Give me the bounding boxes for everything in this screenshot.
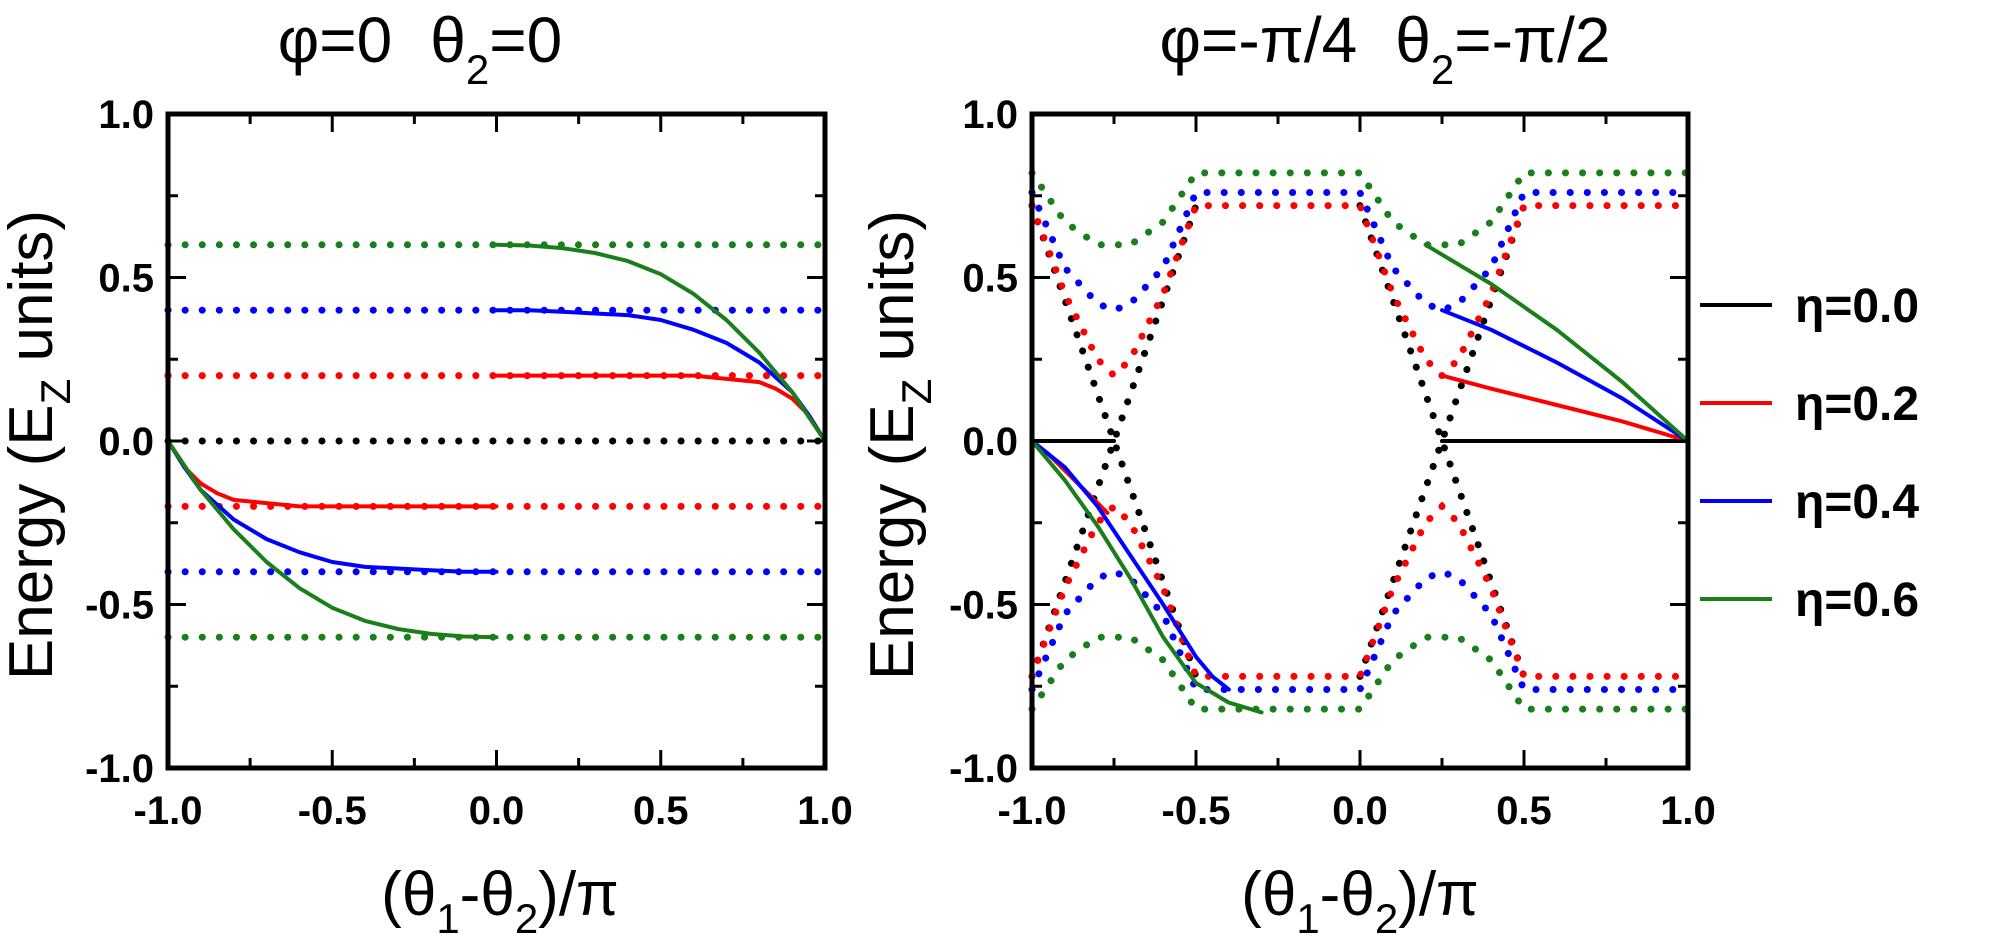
- left-solid-curve: [166, 439, 499, 509]
- left-x-tick-label: 0.5: [633, 789, 689, 833]
- left-solid-curve: [494, 242, 827, 443]
- right-dotted-curve: [1028, 633, 1692, 713]
- left-solid-curve: [494, 373, 827, 443]
- right-y-tick-label: -0.5: [949, 584, 1018, 628]
- right-series-06: [1028, 169, 1692, 715]
- left-x-tick-label: -1.0: [134, 789, 203, 833]
- right-dotted-curve: [1356, 202, 1528, 680]
- right-solid-curve: [1440, 308, 1690, 443]
- right-x-tick-label: -1.0: [998, 789, 1067, 833]
- right-dotted-curve: [1028, 169, 1692, 249]
- right-series-00: [1028, 202, 1690, 680]
- left-chart-xlabel: (θ1-θ2)/π: [381, 860, 619, 942]
- left-chart: φ=0 θ2=0 (θ1-θ2)/π Energy (EZ units) -1.0…: [0, 4, 853, 942]
- right-dotted-curve: [1028, 501, 1692, 680]
- right-x-tick-label: -0.5: [1162, 789, 1231, 833]
- right-series-04: [1028, 189, 1692, 693]
- right-solid-curve: [1030, 439, 1231, 692]
- right-dotted-curve: [1028, 568, 1692, 693]
- left-y-tick-label: 0.0: [98, 420, 154, 464]
- right-solid-curve: [1423, 242, 1690, 443]
- left-chart-ylabel: Energy (EZ units): [0, 210, 79, 680]
- left-y-tick-label: 1.0: [98, 93, 154, 137]
- right-x-tick-label: 0.0: [1332, 789, 1388, 833]
- left-x-tick-label: 0.0: [469, 789, 525, 833]
- right-x-tick-label: 1.0: [1660, 789, 1716, 833]
- legend: η=0.0 η=0.2 η=0.4 η=0.6: [1700, 280, 1919, 627]
- right-solid-curve: [1030, 439, 1264, 715]
- left-y-tick-label: 0.5: [98, 257, 154, 301]
- right-dotted-curve: [1028, 189, 1692, 314]
- right-solid-curve: [1440, 373, 1690, 443]
- right-chart: φ=-π/4 θ2=-π/2 (θ1-θ2)/π Energy (EZ units…: [858, 4, 1716, 942]
- legend-label-00: η=0.0: [1795, 280, 1919, 333]
- right-y-tick-label: 0.5: [962, 257, 1018, 301]
- left-chart-title: φ=0 θ2=0: [278, 4, 562, 93]
- right-dotted-curve: [1356, 202, 1528, 680]
- legend-label-06: η=0.6: [1795, 574, 1919, 627]
- left-series-06: [164, 241, 829, 641]
- right-chart-xlabel: (θ1-θ2)/π: [1241, 860, 1479, 942]
- right-chart-title: φ=-π/4 θ2=-π/2: [1160, 4, 1611, 93]
- legend-label-02: η=0.2: [1795, 378, 1919, 431]
- left-y-tick-label: -1.0: [85, 747, 154, 791]
- left-y-tick-label: -0.5: [85, 584, 154, 628]
- right-chart-ylabel: Energy (EZ units): [858, 210, 940, 680]
- left-x-tick-label: -0.5: [298, 789, 367, 833]
- right-x-tick-label: 0.5: [1496, 789, 1552, 833]
- right-y-tick-label: -1.0: [949, 747, 1018, 791]
- left-x-tick-label: 1.0: [797, 789, 853, 833]
- left-solid-curve: [166, 439, 499, 640]
- legend-label-04: η=0.4: [1795, 476, 1919, 529]
- right-y-tick-label: 0.0: [962, 420, 1018, 464]
- right-y-tick-label: 1.0: [962, 93, 1018, 137]
- right-dotted-curve: [1028, 202, 1692, 381]
